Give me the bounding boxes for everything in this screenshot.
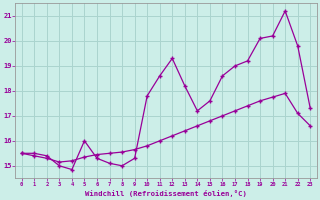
X-axis label: Windchill (Refroidissement éolien,°C): Windchill (Refroidissement éolien,°C)	[85, 190, 247, 197]
